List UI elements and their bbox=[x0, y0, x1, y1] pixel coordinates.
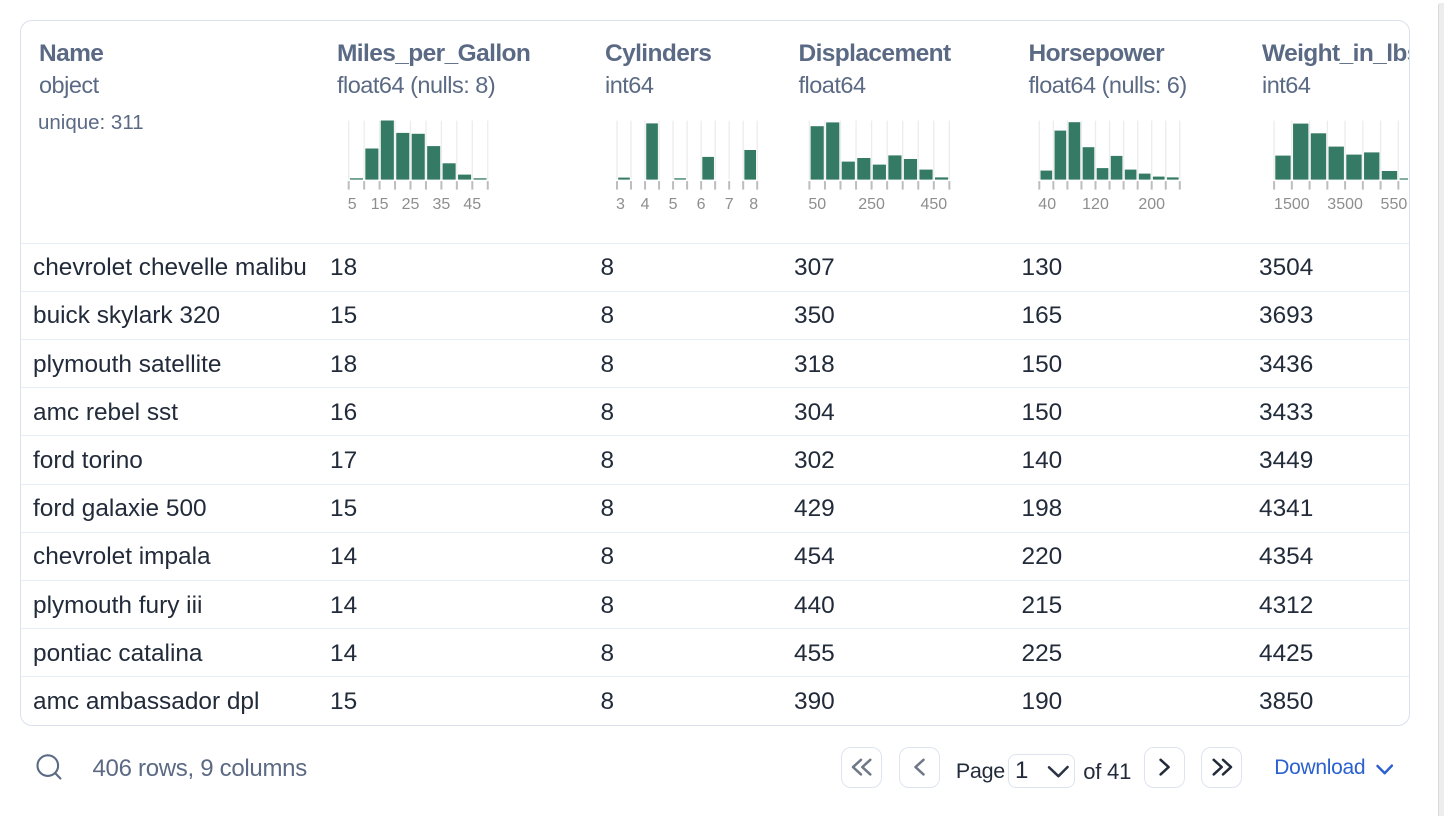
svg-text:5500: 5500 bbox=[1381, 196, 1408, 213]
svg-text:50: 50 bbox=[809, 196, 827, 213]
svg-text:3: 3 bbox=[616, 196, 625, 213]
svg-text:1500: 1500 bbox=[1274, 196, 1310, 213]
svg-text:45: 45 bbox=[464, 196, 482, 213]
svg-text:3500: 3500 bbox=[1328, 196, 1364, 213]
svg-text:120: 120 bbox=[1083, 196, 1110, 213]
svg-text:40: 40 bbox=[1039, 196, 1057, 213]
svg-text:35: 35 bbox=[433, 196, 451, 213]
svg-text:4: 4 bbox=[641, 196, 650, 213]
svg-text:250: 250 bbox=[859, 196, 886, 213]
svg-text:25: 25 bbox=[402, 196, 420, 213]
svg-text:6: 6 bbox=[697, 196, 706, 213]
svg-text:7: 7 bbox=[725, 196, 734, 213]
svg-text:5: 5 bbox=[669, 196, 678, 213]
svg-text:200: 200 bbox=[1139, 196, 1166, 213]
svg-text:5: 5 bbox=[348, 196, 357, 213]
svg-text:450: 450 bbox=[921, 196, 948, 213]
svg-text:15: 15 bbox=[371, 196, 389, 213]
svg-text:8: 8 bbox=[750, 196, 759, 213]
